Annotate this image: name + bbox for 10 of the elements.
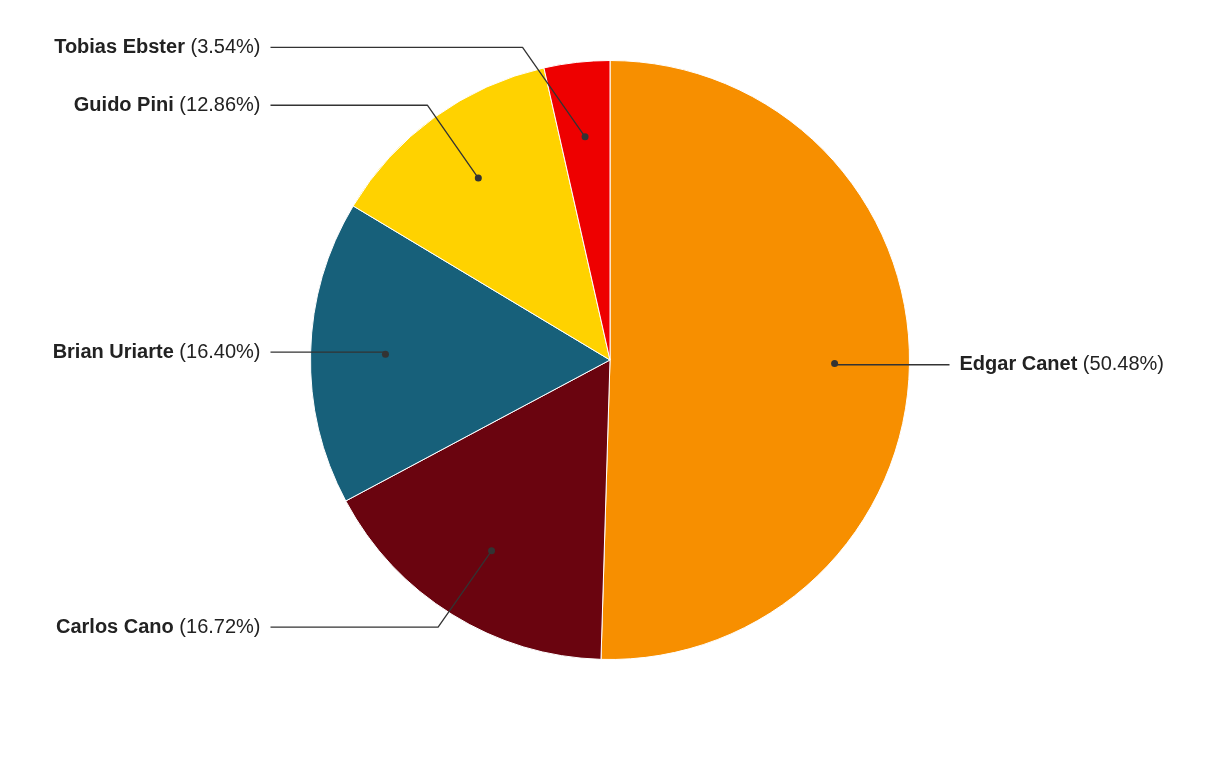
data-label: (50.48%) <box>1077 352 1165 375</box>
slice-label: Edgar Canet <box>959 352 1078 375</box>
data-label: (12.86%) <box>173 92 261 115</box>
data-label: (16.72%) <box>173 614 261 637</box>
data-label: (3.54%) <box>184 34 261 57</box>
slice-label: Guido Pini <box>73 92 174 115</box>
slice-label: Tobias Ebster <box>54 34 186 57</box>
slice-label: Brian Uriarte <box>52 339 174 362</box>
slice-label: Carlos Cano <box>55 614 174 637</box>
data-label: (16.40%) <box>173 339 261 362</box>
